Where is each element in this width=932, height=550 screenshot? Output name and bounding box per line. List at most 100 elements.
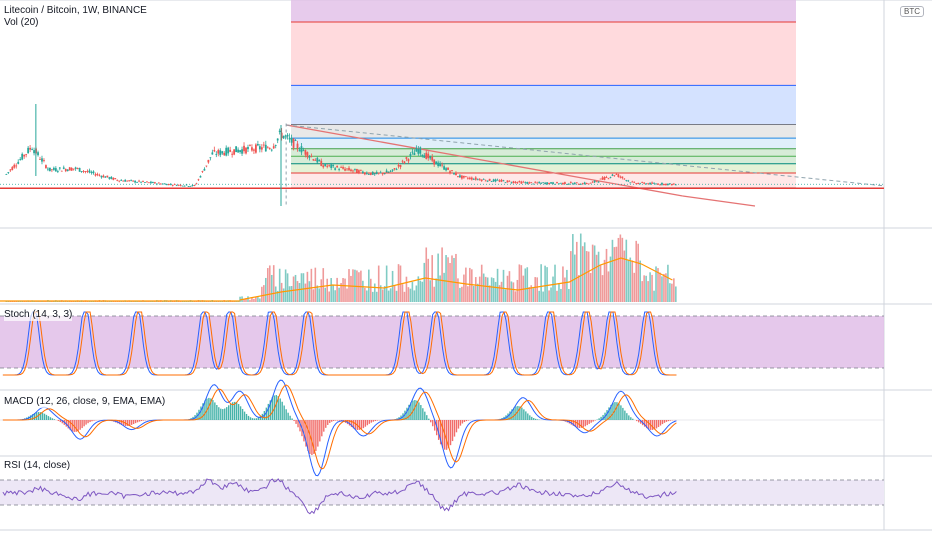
macd-histogram-bar — [348, 420, 351, 426]
volume-bar — [51, 301, 53, 302]
volume-bar — [193, 301, 196, 302]
macd-histogram-bar — [91, 420, 93, 422]
volume-bar — [78, 301, 81, 302]
macd-histogram-bar — [457, 420, 460, 429]
macd-histogram-bar — [253, 418, 256, 420]
candle-body — [211, 152, 214, 155]
currency-button[interactable]: BTC — [900, 6, 924, 17]
candle-body — [56, 171, 59, 172]
volume-legend[interactable]: Vol (20) — [4, 17, 39, 29]
candle-body — [84, 171, 87, 172]
volume-bar — [110, 301, 113, 302]
candle-body — [500, 179, 503, 182]
candle-body — [82, 171, 85, 172]
candle-body — [219, 150, 222, 156]
volume-bar — [134, 301, 136, 302]
volume-bar — [435, 278, 437, 302]
candle-body — [672, 183, 675, 185]
macd-histogram-bar — [366, 420, 369, 426]
volume-bar — [504, 289, 507, 302]
candle-body — [286, 134, 289, 137]
volume-bar — [443, 272, 445, 302]
candle-body — [506, 180, 509, 183]
volume-bar — [217, 301, 220, 302]
volume-bar — [637, 243, 639, 302]
symbol-title[interactable]: Litecoin / Bitcoin, 1W, BINANCE — [4, 5, 147, 17]
candle-body — [27, 147, 30, 154]
candle-body — [157, 182, 160, 184]
candle-body — [455, 172, 457, 176]
macd-legend[interactable]: MACD (12, 26, close, 9, EMA, EMA) — [4, 396, 166, 408]
candle-body — [181, 185, 184, 187]
volume-bar — [560, 288, 562, 302]
candle-body — [359, 169, 362, 171]
candle-body — [423, 155, 426, 158]
stoch-legend[interactable]: Stoch (14, 3, 3) — [4, 309, 73, 321]
volume-bar — [488, 285, 491, 302]
candle-body — [464, 176, 467, 178]
candle-body — [31, 149, 33, 150]
candle-body — [534, 181, 537, 183]
candle-body — [373, 173, 376, 175]
candle-body — [54, 168, 57, 172]
candle-body — [369, 172, 372, 175]
macd-histogram-bar — [467, 420, 470, 421]
candle-body — [266, 147, 269, 149]
volume-bar — [514, 291, 517, 302]
macd-histogram-bar — [582, 420, 584, 428]
candle-body — [310, 155, 313, 157]
candle-body — [260, 147, 263, 150]
macd-histogram-bar — [275, 395, 277, 420]
candle-body — [322, 165, 325, 168]
volume-bar — [494, 281, 497, 302]
candle-body — [633, 181, 636, 183]
candle-body — [39, 159, 41, 160]
volume-bar — [243, 299, 245, 302]
candle-body — [457, 176, 459, 177]
candle-body — [567, 183, 570, 185]
candle-body — [540, 182, 543, 184]
volume-bar — [589, 273, 592, 302]
macd-histogram-bar — [630, 417, 632, 420]
volume-bar — [419, 280, 422, 302]
fib-zone — [291, 0, 796, 22]
volume-bar — [304, 283, 307, 302]
candle-body — [462, 175, 465, 178]
macd-histogram-bar — [608, 407, 610, 420]
volume-bar — [381, 289, 384, 302]
macd-histogram-bar — [216, 404, 218, 420]
candle-body — [96, 173, 99, 175]
volume-bar — [631, 260, 634, 302]
volume-bar — [249, 299, 251, 302]
macd-histogram-bar — [251, 418, 254, 420]
macd-histogram-bar — [535, 418, 537, 420]
volume-bar — [439, 275, 441, 302]
macd-histogram-bar — [93, 420, 95, 421]
macd-histogram-bar — [281, 401, 283, 420]
macd-histogram-bar — [432, 420, 434, 427]
rsi-legend[interactable]: RSI (14, close) — [4, 460, 71, 472]
volume-bar — [225, 301, 227, 302]
candle-body — [258, 146, 261, 150]
candle-body — [264, 144, 267, 152]
candle-body — [643, 182, 646, 184]
macd-histogram-bar — [35, 412, 38, 420]
macd-histogram-bar — [321, 420, 323, 437]
volume-bar — [508, 271, 511, 302]
candle-body — [577, 184, 580, 185]
volume-bar — [336, 277, 338, 302]
volume-bar — [70, 301, 73, 302]
candle-body — [524, 182, 527, 184]
volume-bar — [389, 288, 392, 302]
candle-body — [255, 144, 257, 153]
candle-body — [484, 180, 487, 182]
macd-histogram-bar — [81, 420, 83, 429]
volume-bar — [579, 233, 582, 302]
macd-histogram-bar — [315, 420, 317, 451]
volume-bar — [366, 290, 368, 302]
macd-histogram-bar — [643, 420, 646, 427]
volume-bar — [334, 290, 336, 302]
macd-histogram-bar — [319, 420, 321, 442]
macd-histogram-bar — [235, 402, 238, 420]
candle-body — [631, 181, 634, 183]
